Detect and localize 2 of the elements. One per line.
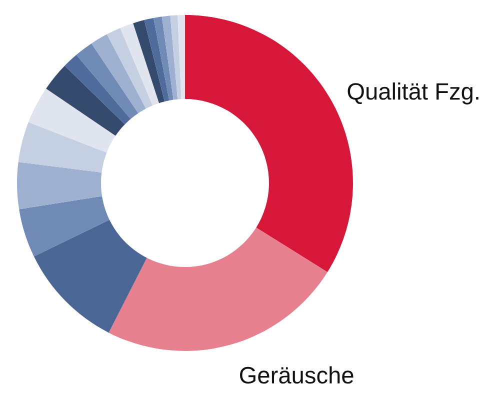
slice-label: Geräusche: [240, 366, 354, 384]
slice-label: Qualität Fzg.: [348, 82, 478, 104]
